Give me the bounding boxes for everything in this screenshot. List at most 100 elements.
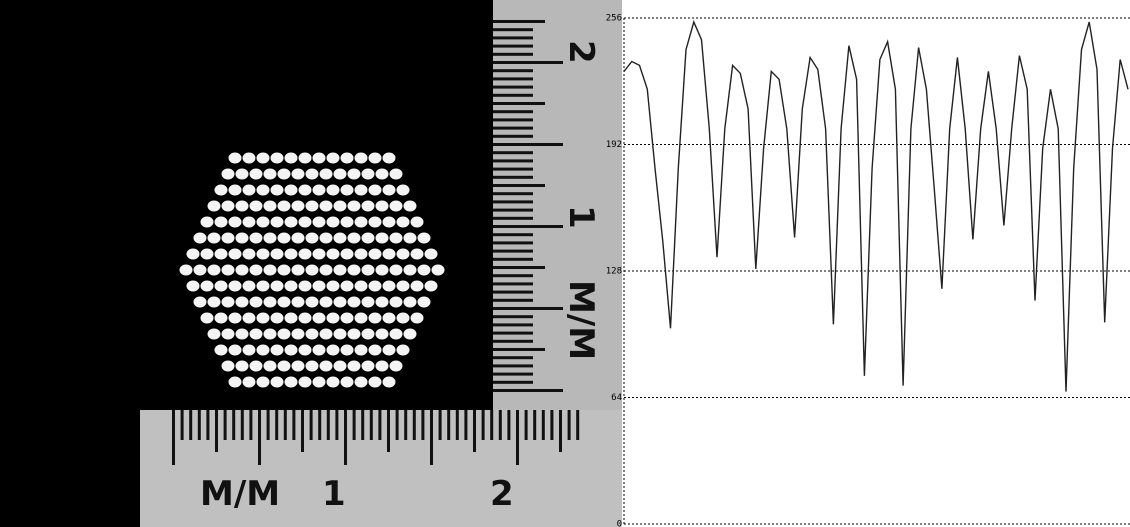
fiber bbox=[277, 232, 291, 244]
ruler-tick bbox=[493, 315, 533, 319]
fiber bbox=[403, 296, 417, 308]
ruler-tick bbox=[493, 151, 533, 155]
fiber bbox=[284, 216, 298, 228]
ruler-tick bbox=[493, 225, 563, 228]
ruler-tick bbox=[172, 410, 175, 465]
fiber bbox=[326, 344, 340, 356]
fiber bbox=[235, 360, 249, 372]
fiber bbox=[284, 376, 298, 388]
ruler-ticks bbox=[172, 20, 580, 465]
ruler-tick bbox=[493, 348, 545, 351]
fiber bbox=[270, 280, 284, 292]
y-tick-label: 256 bbox=[606, 14, 622, 24]
fiber bbox=[256, 376, 270, 388]
ruler-tick bbox=[344, 410, 347, 465]
fiber bbox=[410, 280, 424, 292]
ruler-tick bbox=[493, 102, 545, 105]
ruler-tick bbox=[430, 410, 433, 465]
fiber bbox=[200, 280, 214, 292]
fiber bbox=[361, 200, 375, 212]
ruler-tick bbox=[447, 410, 451, 440]
ruler-tick bbox=[493, 233, 533, 237]
ruler-tick bbox=[455, 410, 459, 440]
fiber bbox=[277, 264, 291, 276]
fiber bbox=[263, 296, 277, 308]
fiber bbox=[375, 328, 389, 340]
fiber bbox=[326, 216, 340, 228]
fiber bbox=[235, 232, 249, 244]
fiber bbox=[340, 344, 354, 356]
fiber bbox=[382, 376, 396, 388]
ruler-label: 2 bbox=[561, 40, 601, 64]
fiber bbox=[228, 248, 242, 260]
ruler-tick bbox=[493, 126, 533, 130]
ruler-tick bbox=[541, 410, 545, 440]
fiber bbox=[207, 232, 221, 244]
fiber bbox=[242, 312, 256, 324]
fiber bbox=[228, 344, 242, 356]
ruler-tick bbox=[493, 159, 533, 163]
ruler-tick bbox=[232, 410, 236, 440]
fiber bbox=[347, 168, 361, 180]
fiber bbox=[389, 264, 403, 276]
ruler-tick bbox=[493, 143, 563, 146]
ruler-tick bbox=[493, 52, 533, 56]
fiber bbox=[256, 184, 270, 196]
fiber bbox=[368, 152, 382, 164]
fiber bbox=[270, 312, 284, 324]
ruler-tick bbox=[493, 208, 533, 212]
fiber bbox=[361, 328, 375, 340]
fiber bbox=[186, 280, 200, 292]
ruler-label: 1 bbox=[322, 474, 346, 514]
fiber bbox=[214, 248, 228, 260]
fiber bbox=[347, 360, 361, 372]
fiber bbox=[382, 280, 396, 292]
fiber bbox=[326, 312, 340, 324]
fiber bbox=[382, 152, 396, 164]
fiber bbox=[228, 184, 242, 196]
ruler-tick bbox=[215, 410, 218, 452]
ruler-tick bbox=[493, 298, 533, 302]
ruler-tick bbox=[309, 410, 313, 440]
fiber bbox=[305, 264, 319, 276]
fiber bbox=[242, 248, 256, 260]
ruler-tick bbox=[421, 410, 425, 440]
fiber bbox=[284, 280, 298, 292]
ruler-tick bbox=[266, 410, 270, 440]
ruler-tick bbox=[493, 44, 533, 48]
ruler-tick bbox=[493, 241, 533, 245]
fiber bbox=[403, 328, 417, 340]
fiber bbox=[221, 232, 235, 244]
fiber bbox=[284, 184, 298, 196]
fiber bbox=[333, 232, 347, 244]
fiber bbox=[221, 296, 235, 308]
fiber bbox=[200, 312, 214, 324]
fiber bbox=[270, 376, 284, 388]
ruler-tick bbox=[326, 410, 330, 440]
fiber bbox=[305, 232, 319, 244]
ruler-tick bbox=[493, 118, 533, 122]
ruler-tick bbox=[318, 410, 322, 440]
ruler-tick bbox=[493, 282, 533, 286]
fiber bbox=[319, 168, 333, 180]
fiber bbox=[375, 168, 389, 180]
ruler-tick bbox=[206, 410, 210, 440]
fiber bbox=[270, 216, 284, 228]
ruler-tick bbox=[493, 216, 533, 220]
fiber bbox=[389, 168, 403, 180]
ruler-tick bbox=[387, 410, 390, 452]
fiber bbox=[256, 152, 270, 164]
fiber bbox=[375, 264, 389, 276]
fiber bbox=[396, 312, 410, 324]
fiber bbox=[221, 200, 235, 212]
fiber bbox=[368, 248, 382, 260]
fiber bbox=[298, 216, 312, 228]
fiber bbox=[305, 328, 319, 340]
fiber bbox=[417, 232, 431, 244]
fiber bbox=[298, 312, 312, 324]
fiber bbox=[291, 328, 305, 340]
fiber bbox=[403, 264, 417, 276]
fiber bbox=[242, 376, 256, 388]
fiber bbox=[347, 264, 361, 276]
